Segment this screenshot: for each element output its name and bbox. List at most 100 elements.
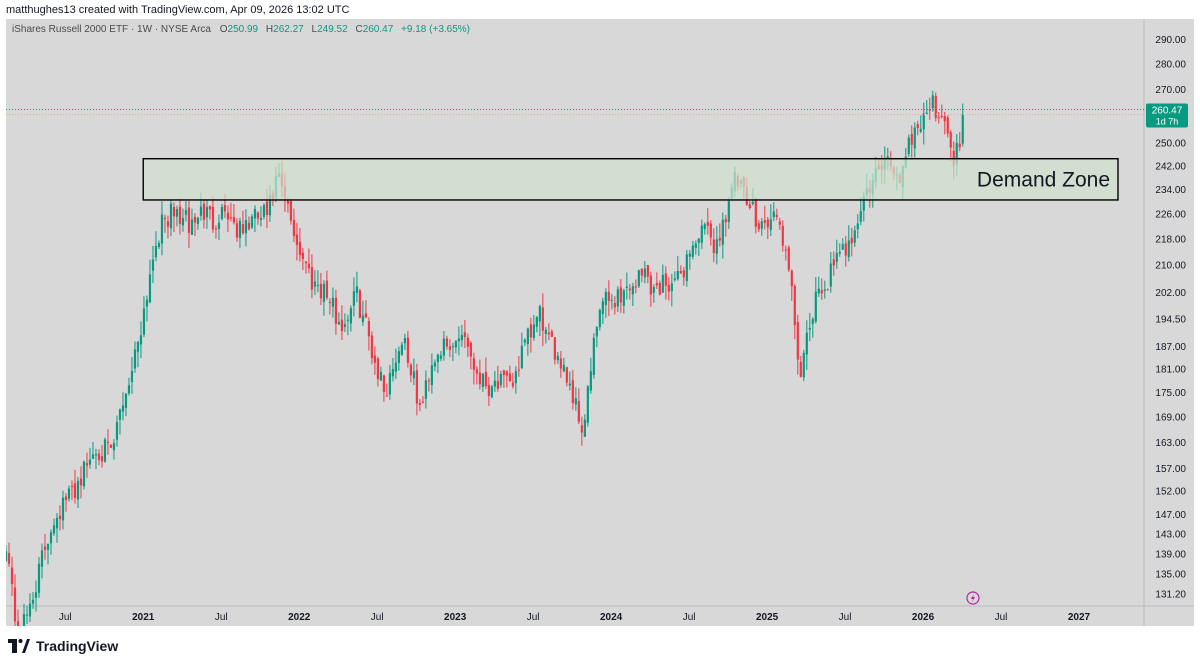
candle-body: [184, 210, 188, 215]
candle-body: [505, 371, 508, 376]
candle: [136, 340, 140, 368]
y-tick-label: 169.00: [1155, 413, 1186, 424]
candle: [262, 203, 266, 220]
candle-body: [223, 205, 227, 212]
candle: [397, 346, 401, 371]
tradingview-logo[interactable]: TradingView: [8, 638, 118, 654]
candle-body: [49, 532, 53, 544]
x-tick-label: Jul: [839, 612, 852, 623]
candle-body: [334, 297, 338, 324]
candle-body: [823, 289, 826, 291]
low-value: 249.52: [317, 24, 348, 35]
y-tick-label: 202.00: [1155, 288, 1186, 299]
candle-body: [679, 270, 682, 274]
candle-body: [781, 225, 784, 246]
candle: [790, 269, 793, 301]
candle: [913, 122, 916, 158]
candle: [775, 208, 778, 221]
candle: [301, 247, 305, 271]
candle: [157, 240, 161, 250]
top-credit-bar: matthughes13 created with TradingView.co…: [0, 0, 1200, 20]
candle: [820, 278, 823, 300]
candle: [43, 533, 47, 560]
candle: [442, 330, 445, 361]
candle: [841, 238, 844, 250]
candle: [445, 335, 448, 350]
candle: [451, 342, 454, 362]
candle-body: [721, 219, 724, 245]
candle: [652, 284, 655, 303]
candle: [544, 326, 547, 344]
candle-body: [568, 383, 571, 386]
candle: [244, 209, 248, 247]
candle: [13, 574, 17, 626]
candle: [70, 480, 74, 501]
candle-body: [559, 358, 562, 369]
y-tick-label: 290.00: [1155, 35, 1186, 46]
candle-body: [376, 358, 380, 380]
candle-body: [259, 218, 263, 221]
candle-body: [418, 403, 421, 405]
candle: [946, 115, 949, 138]
candle-body: [757, 223, 760, 230]
candle: [139, 321, 143, 359]
candle: [370, 331, 374, 365]
candle: [538, 304, 541, 337]
candle: [115, 415, 119, 447]
candle: [421, 396, 424, 404]
high-value: 262.27: [273, 24, 304, 35]
candle: [79, 466, 83, 499]
candle-body: [247, 222, 251, 230]
candle-body: [553, 337, 556, 360]
candle-body: [787, 247, 790, 270]
candle-body: [43, 546, 47, 550]
candle: [679, 265, 682, 275]
candle-body: [637, 270, 640, 287]
candle-body: [367, 321, 371, 337]
candle: [832, 251, 835, 276]
candle-body: [364, 313, 368, 318]
candle-body: [844, 243, 847, 256]
candle: [406, 330, 409, 368]
high-label: H: [265, 24, 274, 35]
candle-body: [631, 286, 634, 295]
candle: [106, 429, 110, 455]
candle-body: [790, 270, 793, 287]
candle: [922, 102, 925, 145]
candle: [361, 300, 365, 326]
candle: [628, 283, 631, 300]
candle-body: [697, 238, 700, 243]
candle: [550, 329, 553, 338]
candle-body: [820, 290, 823, 294]
candle-body: [187, 207, 191, 233]
candle-body: [52, 525, 56, 534]
candle: [172, 202, 176, 232]
candle: [727, 197, 730, 229]
candle-body: [154, 246, 158, 258]
candle: [568, 371, 571, 391]
candle: [823, 280, 826, 299]
candle-body: [682, 270, 685, 278]
price-chart[interactable]: 290.00280.00270.00260.00250.00242.00234.…: [6, 19, 1194, 626]
candle-body: [85, 463, 89, 466]
candle-body: [574, 398, 577, 405]
candle: [709, 220, 712, 246]
candle-body: [139, 335, 143, 345]
lightning-icon[interactable]: [966, 591, 980, 605]
candle-body: [313, 281, 317, 287]
candle-body: [160, 214, 164, 244]
candle: [76, 476, 80, 509]
candle: [211, 195, 215, 233]
candle-body: [931, 95, 934, 109]
candle-body: [13, 587, 17, 622]
candle-body: [592, 337, 595, 375]
candle: [352, 277, 356, 317]
candle: [376, 356, 380, 387]
candle-body: [490, 386, 493, 398]
candle: [769, 204, 772, 237]
candle: [721, 212, 724, 259]
candle-body: [457, 338, 460, 342]
candle-body: [328, 301, 332, 304]
candle: [67, 485, 71, 502]
candle-body: [73, 483, 77, 498]
